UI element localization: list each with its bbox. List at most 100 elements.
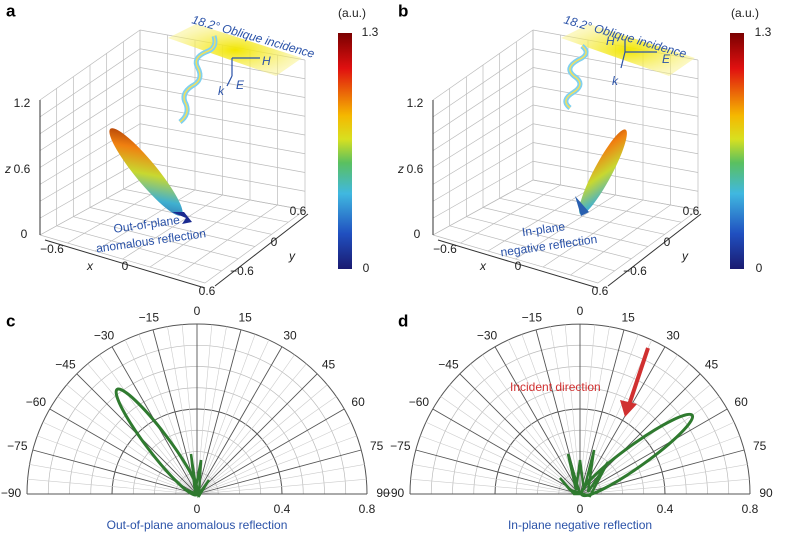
angle-tick: 0	[577, 304, 584, 318]
angle-tick: 75	[370, 439, 384, 453]
incidence-plane	[168, 24, 302, 76]
spoke	[29, 464, 198, 495]
spoke	[124, 339, 198, 495]
spoke	[37, 435, 198, 495]
spoke	[579, 324, 596, 495]
spoke	[564, 324, 581, 495]
axis-text: 0	[756, 261, 763, 275]
grid-line	[39, 48, 141, 118]
grid-line	[44, 239, 206, 289]
annotation: k	[612, 74, 619, 88]
grid-line	[437, 239, 599, 289]
radial-tick: 0	[577, 502, 584, 516]
grid-line	[204, 209, 306, 284]
angle-tick: 90	[759, 486, 773, 500]
grid-line	[607, 213, 702, 287]
grid-line	[532, 104, 699, 136]
grid-line	[139, 160, 306, 192]
angle-tick: −15	[139, 310, 160, 324]
spoke	[196, 346, 283, 495]
angle-tick: −45	[55, 357, 76, 371]
wave	[565, 45, 587, 109]
angle-tick: 90	[376, 486, 390, 500]
spoke	[579, 346, 666, 495]
grid-line	[532, 67, 699, 98]
grid-line	[139, 85, 306, 117]
spoke	[181, 324, 198, 495]
panel-label: a	[6, 1, 16, 20]
grid-line	[67, 184, 168, 244]
grid-line	[122, 194, 223, 260]
grid-line	[432, 142, 534, 202]
angle-tick: −30	[94, 329, 115, 343]
axis-text: 1.3	[362, 25, 379, 39]
radial-tick: 0.4	[657, 502, 674, 516]
axis-text: −0.6	[623, 264, 647, 278]
axis-text: 0	[363, 261, 370, 275]
grid-line	[432, 123, 534, 185]
grid-line	[39, 67, 141, 135]
panel-label: b	[398, 1, 408, 20]
annotation: E	[236, 78, 245, 92]
angle-tick: 75	[753, 439, 767, 453]
field-vectors	[226, 57, 260, 87]
angle-tick: 60	[351, 395, 365, 409]
radiation-lobe	[579, 129, 627, 215]
grids	[26, 29, 751, 495]
grid-line	[39, 160, 141, 219]
grid-line	[432, 104, 534, 168]
spoke	[410, 478, 581, 495]
axis-text: 0	[271, 235, 278, 249]
axis-text: 0.6	[407, 162, 424, 176]
spoke	[42, 421, 198, 495]
spoke	[579, 354, 678, 495]
axis-text: 1.2	[407, 96, 424, 110]
radial-tick: 0.8	[742, 502, 759, 516]
spoke	[440, 396, 581, 495]
angle-tick: −60	[26, 395, 47, 409]
axis-text: 0.6	[683, 204, 700, 218]
spoke	[196, 326, 227, 495]
axis-text: 0.6	[199, 284, 216, 298]
annotation: E	[662, 52, 671, 66]
axis-text: y	[288, 249, 296, 263]
grid-line	[487, 189, 589, 252]
incident-arrow	[626, 347, 650, 409]
angle-tick: −90	[1, 486, 22, 500]
axis-text: (a.u.)	[338, 6, 366, 20]
grid-line	[39, 179, 141, 236]
grid-line	[214, 213, 309, 287]
incident-arrow-head	[620, 400, 637, 417]
angle-tick: 30	[666, 329, 680, 343]
spoke	[196, 334, 256, 495]
spoke	[196, 339, 270, 495]
axis-text: z	[4, 162, 11, 176]
spoke	[550, 326, 581, 495]
grid-line	[432, 48, 534, 118]
grid-line	[149, 199, 251, 268]
grid-line	[139, 142, 306, 173]
grid-line	[139, 104, 306, 136]
annotation: In-plane	[521, 219, 566, 239]
spoke	[579, 435, 740, 495]
axis-text: 1.3	[755, 25, 772, 39]
spoke	[196, 354, 295, 495]
grid-line	[570, 204, 671, 276]
angle-tick: 30	[283, 329, 297, 343]
side-lobes	[186, 453, 211, 499]
field-vectors	[620, 40, 657, 69]
panel-label: d	[398, 311, 408, 330]
spoke	[425, 421, 581, 495]
axis-text: y	[681, 249, 689, 263]
spoke	[196, 384, 328, 495]
axis-text: x	[86, 259, 94, 273]
axis-text: −0.6	[40, 242, 64, 256]
angle-tick: 15	[621, 310, 635, 324]
annotation: k	[218, 84, 225, 98]
spoke	[579, 464, 748, 495]
grid-line	[432, 67, 534, 135]
spoke	[196, 464, 365, 495]
grid-line	[432, 179, 534, 236]
spoke	[196, 478, 367, 495]
